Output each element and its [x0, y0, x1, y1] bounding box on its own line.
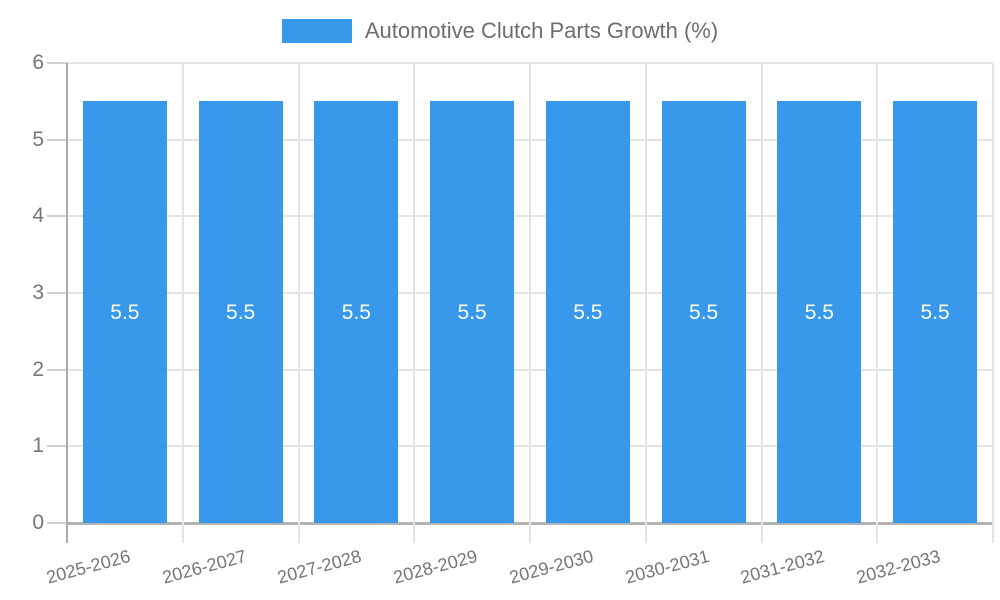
bar: 5.5 [893, 101, 978, 523]
x-tick-label: 2027-2028 [275, 545, 364, 588]
v-gridline [297, 63, 300, 543]
bar-value-label: 5.5 [226, 300, 256, 324]
y-tick-label: 0 [32, 511, 44, 534]
bar: 5.5 [430, 101, 515, 523]
bar-value-label: 5.5 [457, 300, 487, 324]
bar-value-label: 5.5 [920, 300, 950, 324]
x-tick-label: 2028-2029 [391, 545, 480, 588]
bar-value-label: 5.5 [110, 300, 140, 324]
y-axis-tick [47, 215, 67, 218]
x-tick-label: 2029-2030 [506, 545, 596, 588]
bar: 5.5 [314, 101, 399, 523]
x-tick-label: 2032-2033 [854, 545, 943, 588]
bar-value-label: 5.5 [689, 300, 719, 324]
bar-value-label: 5.5 [341, 300, 371, 324]
x-tick-label: 2030-2031 [622, 545, 712, 588]
y-tick-label: 6 [32, 51, 44, 74]
v-gridline [529, 63, 531, 543]
v-gridline [181, 63, 184, 543]
y-axis-tick [47, 138, 67, 141]
bar: 5.5 [198, 101, 283, 523]
bar: 5.5 [545, 101, 630, 523]
bar-value-label: 5.5 [804, 300, 834, 324]
y-tick-label: 3 [32, 281, 44, 304]
y-axis-tick [47, 445, 67, 448]
bar: 5.5 [82, 101, 167, 523]
bar-value-label: 5.5 [573, 300, 603, 324]
bar: 5.5 [661, 101, 746, 523]
y-axis-tick [47, 62, 67, 64]
y-axis-tick [47, 522, 67, 524]
bar: 5.5 [777, 101, 862, 523]
v-gridline [413, 63, 416, 543]
v-gridline [992, 63, 994, 543]
y-axis-tick [47, 368, 67, 371]
v-gridline [876, 63, 879, 543]
v-gridline [644, 63, 647, 543]
y-tick-label: 2 [32, 357, 44, 381]
y-tick-label: 5 [32, 127, 44, 151]
v-gridline [760, 63, 763, 543]
x-tick-label: 2031-2032 [738, 545, 827, 588]
y-axis-line [66, 63, 68, 543]
x-tick-label: 2025-2026 [43, 545, 133, 588]
y-tick-label: 1 [32, 434, 44, 458]
legend-item[interactable]: Automotive Clutch Parts Growth (%) [0, 18, 1000, 44]
y-tick-label: 4 [32, 204, 44, 228]
x-tick-label: 2026-2027 [159, 545, 249, 588]
y-axis-tick [47, 292, 67, 294]
legend-color-swatch [281, 19, 352, 43]
legend-label: Automotive Clutch Parts Growth (%) [364, 18, 719, 43]
